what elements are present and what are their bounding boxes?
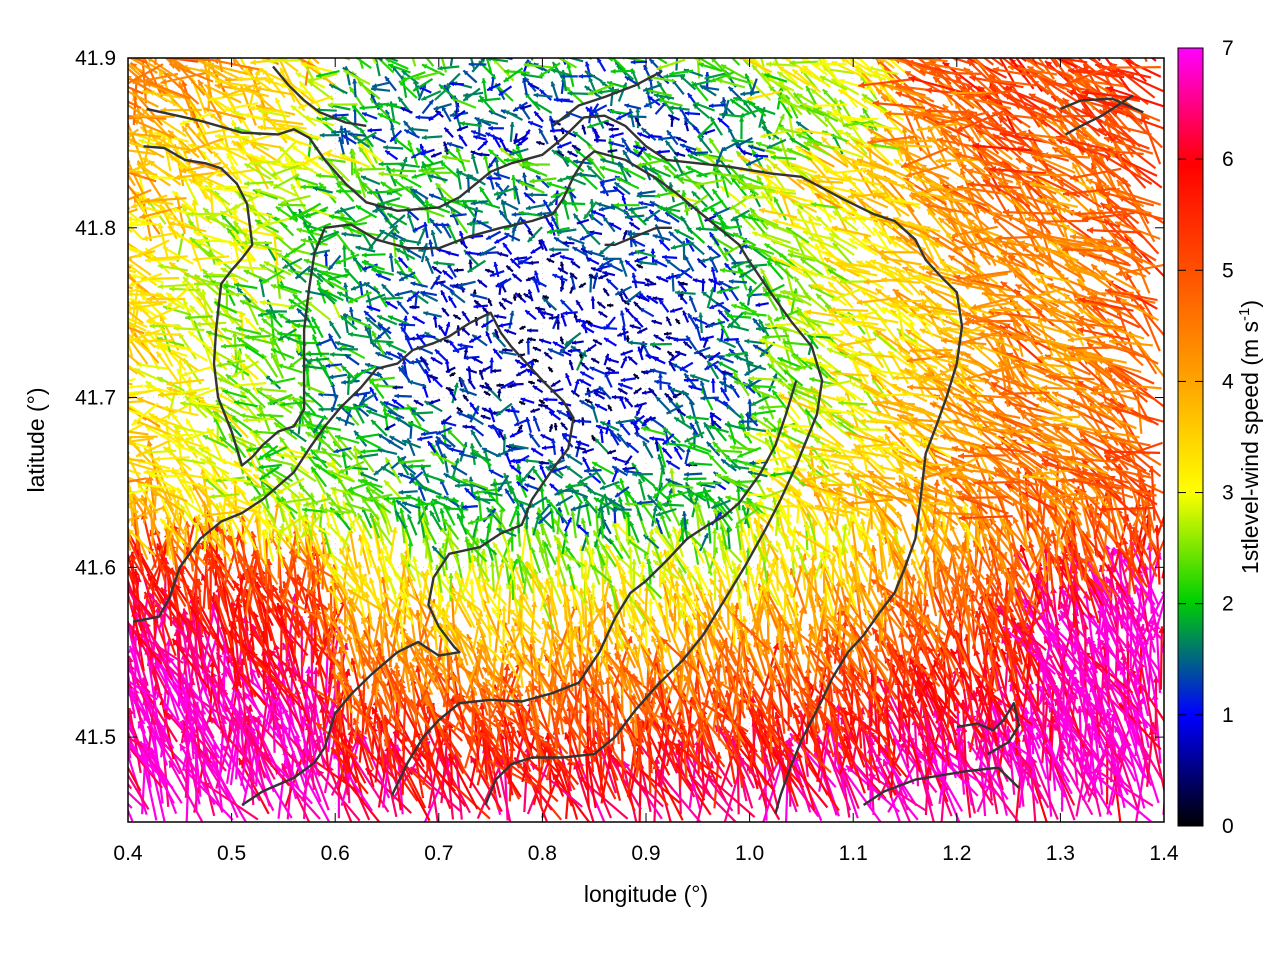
plot-area [89,57,1165,823]
wind-arrow [89,605,127,659]
wind-arrow [128,433,129,434]
wind-arrow [281,763,311,822]
wind-arrow [210,760,247,822]
wind-arrow [128,256,133,261]
wind-arrow [128,271,131,279]
wind-arrow [128,773,150,810]
wind-arrows [89,58,1164,822]
wind-arrow [128,682,134,690]
wind-arrow [128,303,131,307]
wind-arrow [128,661,133,672]
wind-arrow [128,802,133,809]
wind-arrow [101,424,127,464]
wind-arrow [128,790,145,809]
wind-arrow [128,265,132,269]
wind-arrow [128,624,133,633]
wind-arrow [97,346,127,366]
wind-arrow [128,285,133,290]
wind-arrow [1162,795,1164,815]
wind-arrow [128,450,131,455]
wind-arrow [128,764,129,774]
wind-arrow [128,382,133,386]
